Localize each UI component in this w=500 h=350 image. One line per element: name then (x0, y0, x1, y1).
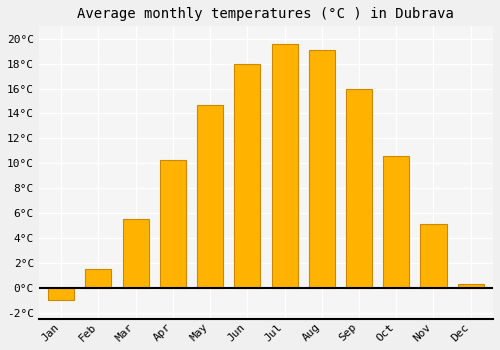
Bar (48, 288, 74, 300)
Bar (420, 224, 446, 288)
Bar (234, 64, 260, 288)
Bar (458, 284, 483, 288)
Bar (122, 219, 148, 288)
Bar (383, 156, 409, 288)
Title: Average monthly temperatures (°C ) in Dubrava: Average monthly temperatures (°C ) in Du… (78, 7, 454, 21)
Bar (308, 50, 335, 288)
Bar (86, 269, 112, 288)
Bar (197, 105, 223, 288)
Bar (160, 160, 186, 288)
Bar (346, 89, 372, 288)
Bar (272, 44, 297, 288)
